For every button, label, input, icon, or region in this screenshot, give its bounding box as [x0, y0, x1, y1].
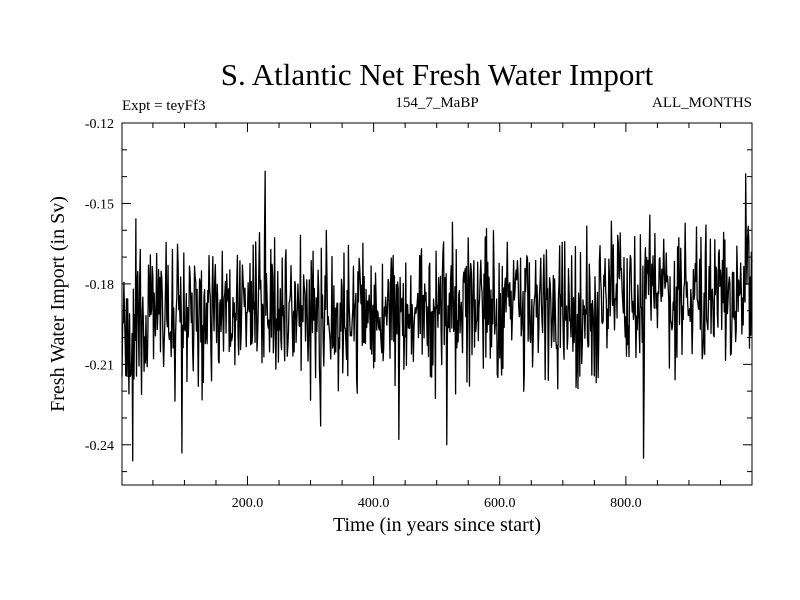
y-tick-label: -0.24 — [85, 439, 114, 454]
y-tick-label: -0.21 — [85, 358, 114, 373]
y-axis-label: Fresh Water Import (in Sv) — [47, 196, 69, 412]
x-tick-label: 200.0 — [232, 496, 264, 511]
y-axis: -0.12 -0.15 -0.18 -0.21 -0.24 — [85, 117, 752, 473]
period-label: 154_7_MaBP — [395, 95, 478, 111]
x-tick-label: 600.0 — [484, 496, 516, 511]
x-tick-label: 400.0 — [358, 496, 390, 511]
x-axis: 200.0 400.0 600.0 800.0 — [152, 123, 721, 511]
series-line-fresh-water-import — [121, 170, 753, 462]
y-tick-label: -0.15 — [85, 197, 114, 212]
x-tick-label: 800.0 — [610, 496, 642, 511]
chart-title: S. Atlantic Net Fresh Water Import — [221, 57, 654, 92]
x-axis-label: Time (in years since start) — [333, 514, 541, 536]
y-tick-label: -0.18 — [85, 278, 114, 293]
y-tick-label: -0.12 — [85, 117, 114, 132]
experiment-label: Expt = teyFf3 — [122, 98, 205, 114]
months-label: ALL_MONTHS — [652, 95, 752, 111]
